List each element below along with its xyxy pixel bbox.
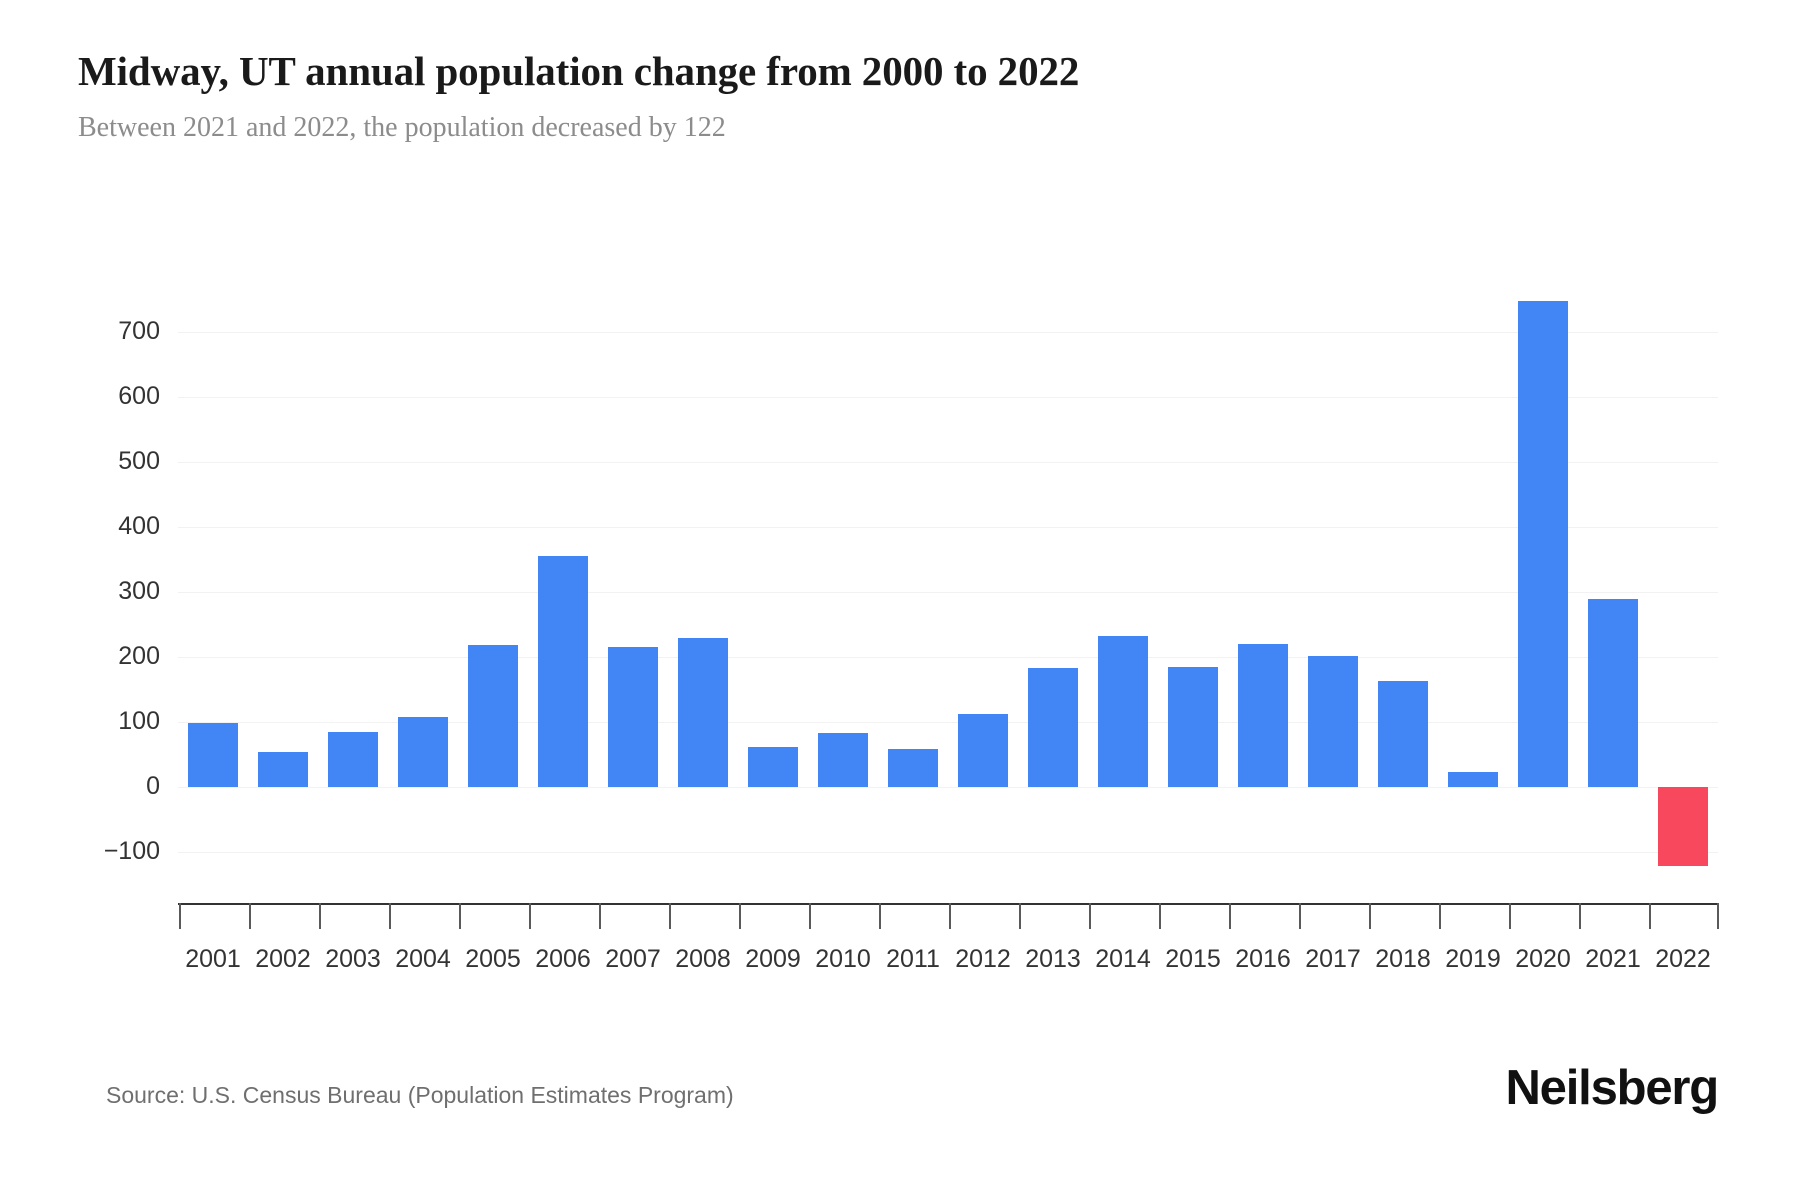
x-axis-tick bbox=[1717, 903, 1719, 929]
x-axis-tick bbox=[529, 903, 531, 929]
x-axis-tick-label: 2002 bbox=[255, 945, 311, 973]
bar-2016[interactable] bbox=[1237, 644, 1289, 787]
gridline bbox=[178, 332, 1718, 333]
source-note: Source: U.S. Census Bureau (Population E… bbox=[106, 1082, 734, 1108]
brand-logo: Neilsberg bbox=[1505, 1061, 1720, 1115]
x-axis-tick bbox=[179, 903, 181, 929]
gridline bbox=[178, 462, 1718, 463]
x-axis-tick-label: 2017 bbox=[1305, 945, 1361, 973]
x-axis-tick-label: 2008 bbox=[675, 945, 731, 973]
x-axis-tick bbox=[949, 903, 951, 929]
x-axis-tick-label: 2013 bbox=[1025, 945, 1081, 973]
bar-2006[interactable] bbox=[537, 556, 589, 787]
bar-2010[interactable] bbox=[817, 733, 869, 787]
x-axis-tick bbox=[1229, 903, 1231, 929]
bar-2015[interactable] bbox=[1167, 667, 1219, 787]
y-axis-tick-label: 500 bbox=[118, 447, 160, 475]
bar-2017[interactable] bbox=[1307, 656, 1359, 787]
bar-2001[interactable] bbox=[187, 723, 239, 787]
x-axis-tick bbox=[459, 903, 461, 929]
x-axis-tick-label: 2004 bbox=[395, 945, 451, 973]
x-axis-tick-label: 2020 bbox=[1515, 945, 1571, 973]
x-axis-tick bbox=[809, 903, 811, 929]
x-axis-tick-label: 2022 bbox=[1655, 945, 1711, 973]
x-axis-tick-label: 2012 bbox=[955, 945, 1011, 973]
y-axis-tick-label: 100 bbox=[118, 707, 160, 735]
gridline bbox=[178, 397, 1718, 398]
x-axis-tick bbox=[599, 903, 601, 929]
bar-2002[interactable] bbox=[257, 751, 309, 787]
y-axis-tick-label: 0 bbox=[146, 772, 160, 800]
x-axis-tick-label: 2016 bbox=[1235, 945, 1291, 973]
x-axis-tick-label: 2015 bbox=[1165, 945, 1221, 973]
bar-2009[interactable] bbox=[747, 747, 799, 787]
x-axis-tick bbox=[1299, 903, 1301, 929]
x-axis-tick-label: 2005 bbox=[465, 945, 521, 973]
bar-2008[interactable] bbox=[677, 638, 729, 787]
gridline bbox=[178, 592, 1718, 593]
bar-2021[interactable] bbox=[1587, 598, 1639, 787]
bar-2004[interactable] bbox=[397, 717, 449, 787]
x-axis-tick-label: 2018 bbox=[1375, 945, 1431, 973]
x-axis-line bbox=[178, 903, 1718, 905]
x-axis-tick-label: 2014 bbox=[1095, 945, 1151, 973]
y-axis-tick-label: 600 bbox=[118, 382, 160, 410]
bar-2020[interactable] bbox=[1517, 300, 1569, 787]
bar-series bbox=[178, 0, 1718, 1200]
gridline bbox=[178, 527, 1718, 528]
x-axis-tick-label: 2011 bbox=[886, 945, 940, 973]
x-axis-tick bbox=[319, 903, 321, 929]
x-axis-tick bbox=[1509, 903, 1511, 929]
x-axis-tick bbox=[1579, 903, 1581, 929]
bar-2019[interactable] bbox=[1447, 772, 1499, 787]
gridline bbox=[178, 722, 1718, 723]
bar-2014[interactable] bbox=[1097, 636, 1149, 787]
x-axis-tick bbox=[1159, 903, 1161, 929]
bar-2005[interactable] bbox=[467, 644, 519, 787]
y-axis-tick-label: −100 bbox=[103, 837, 160, 865]
bar-2012[interactable] bbox=[957, 714, 1009, 787]
x-axis-tick-label: 2019 bbox=[1445, 945, 1501, 973]
x-axis-tick-label: 2007 bbox=[605, 945, 661, 973]
x-axis-tick bbox=[1649, 903, 1651, 929]
bar-2011[interactable] bbox=[887, 748, 939, 787]
x-axis-tick bbox=[739, 903, 741, 929]
x-axis-tick-label: 2003 bbox=[325, 945, 381, 973]
y-axis-tick-label: 300 bbox=[118, 577, 160, 605]
x-axis-tick bbox=[1439, 903, 1441, 929]
x-axis-tick-label: 2006 bbox=[535, 945, 591, 973]
gridline bbox=[178, 852, 1718, 853]
bar-2013[interactable] bbox=[1027, 668, 1079, 787]
x-axis-tick bbox=[1369, 903, 1371, 929]
gridline bbox=[178, 657, 1718, 658]
x-axis-tick bbox=[879, 903, 881, 929]
x-axis-tick-label: 2010 bbox=[815, 945, 871, 973]
x-axis-tick bbox=[1089, 903, 1091, 929]
x-axis-tick bbox=[389, 903, 391, 929]
bar-2007[interactable] bbox=[607, 646, 659, 787]
page-title: Midway, UT annual population change from… bbox=[78, 48, 1080, 94]
x-axis-tick-label: 2009 bbox=[745, 945, 801, 973]
y-axis-tick-label: 200 bbox=[118, 642, 160, 670]
chart-subtitle: Between 2021 and 2022, the population de… bbox=[78, 112, 726, 143]
chart-header: Midway, UT annual population change from… bbox=[78, 46, 1718, 146]
x-axis-tick bbox=[669, 903, 671, 929]
bar-2022[interactable] bbox=[1657, 787, 1709, 867]
bar-2003[interactable] bbox=[327, 732, 379, 787]
bar-2018[interactable] bbox=[1377, 681, 1429, 787]
x-axis-tick-label: 2021 bbox=[1585, 945, 1641, 973]
x-axis-tick bbox=[249, 903, 251, 929]
gridline bbox=[178, 787, 1718, 788]
y-axis-tick-label: 700 bbox=[118, 317, 160, 345]
x-axis-tick-label: 2001 bbox=[185, 945, 241, 973]
x-axis-tick bbox=[1019, 903, 1021, 929]
y-axis-tick-label: 400 bbox=[118, 512, 160, 540]
